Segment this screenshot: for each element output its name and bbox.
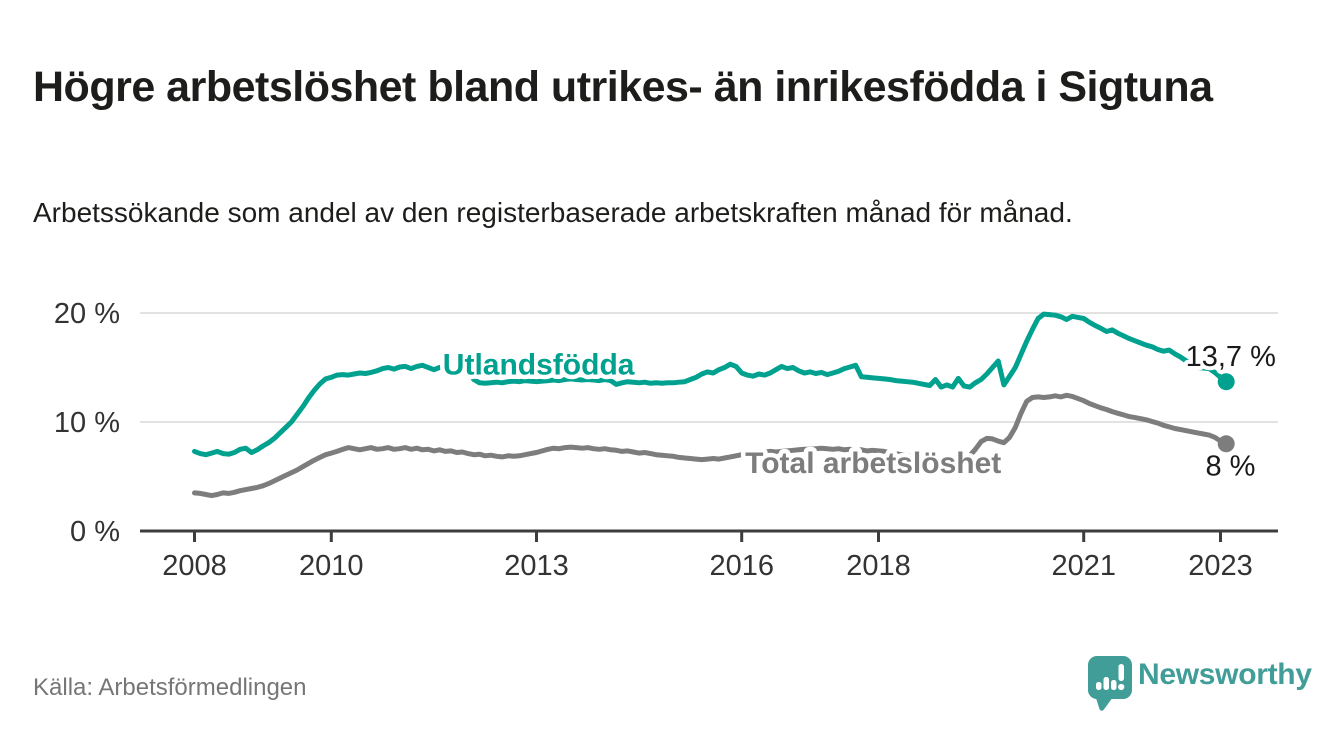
logo-exclamation-bar — [1118, 664, 1124, 681]
x-tick-label: 2018 — [846, 550, 911, 582]
logo-bubble-shape — [1088, 656, 1132, 711]
logo-bar-2 — [1103, 677, 1109, 690]
chart-subtitle: Arbetssökande som andel av den registerb… — [33, 197, 1073, 228]
y-tick-label: 0 % — [70, 516, 120, 548]
series-line-total-arbetsl-shet — [192, 392, 1229, 499]
x-tick-label: 2021 — [1051, 550, 1116, 582]
newsworthy-logo-icon — [1088, 656, 1132, 711]
newsworthy-logo: Newsworthy — [1084, 652, 1334, 712]
newsworthy-logo-text: Newsworthy — [1138, 658, 1312, 691]
x-tick-label: 2013 — [504, 550, 569, 582]
series-end-dot — [1217, 373, 1235, 391]
end-value-label: 8 % — [1206, 451, 1256, 483]
x-tick-label: 2023 — [1188, 550, 1253, 582]
end-value-label: 13,7 % — [1186, 341, 1276, 373]
logo-bar-1 — [1096, 682, 1102, 690]
y-tick-label: 20 % — [54, 298, 120, 330]
chart-title: Högre arbetslöshet bland utrikes- än inr… — [33, 62, 1213, 111]
x-tick-label: 2016 — [709, 550, 774, 582]
series-line-utlandsf-dda — [192, 311, 1229, 458]
logo-exclamation-dot — [1118, 683, 1125, 691]
y-tick-label: 10 % — [54, 407, 120, 439]
x-tick-label: 2008 — [162, 550, 227, 582]
x-tick-label: 2010 — [299, 550, 364, 582]
series-label: Total arbetslöshet — [745, 447, 1001, 480]
source-text: Källa: Arbetsförmedlingen — [33, 674, 307, 701]
series-end-dot — [1217, 435, 1235, 453]
logo-bar-3 — [1111, 680, 1117, 690]
series-label: Utlandsfödda — [443, 349, 635, 382]
